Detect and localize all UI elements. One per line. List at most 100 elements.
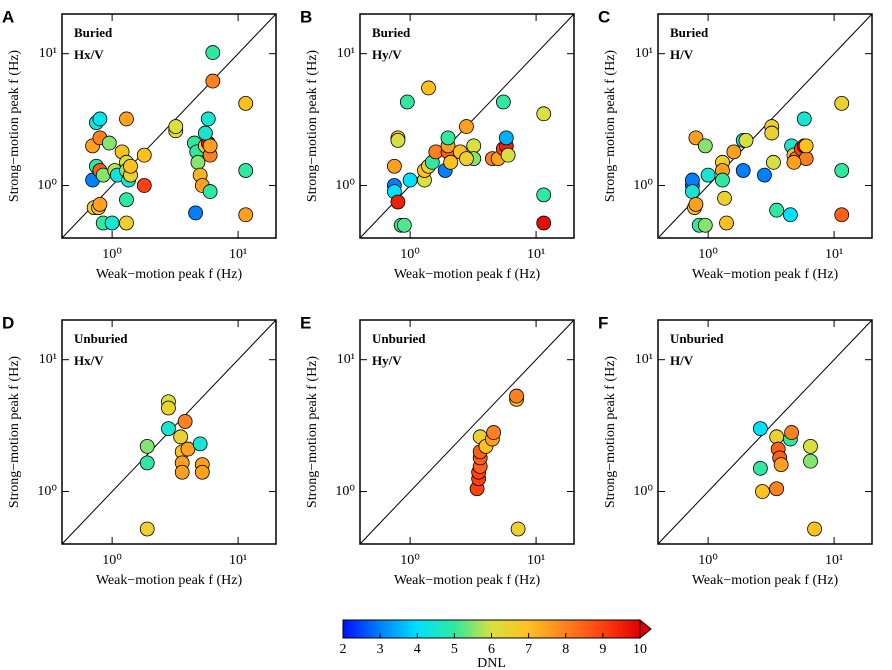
point [459,151,474,167]
point [390,194,406,210]
y-tick-label: 10⁰ [335,178,355,193]
point [834,163,850,178]
point [509,388,524,404]
y-axis-label: Strong−motion peak f (Hz) [603,50,618,202]
y-tick-label: 10⁰ [633,178,653,193]
y-tick-label: 10⁰ [37,178,57,193]
point [194,464,210,480]
point [192,436,208,452]
plot-frame [61,13,277,239]
point [139,455,155,471]
point [123,158,138,174]
point [101,135,117,151]
plot-frame [359,319,575,545]
point [119,111,134,127]
y-axis-label: Strong−motion peak f (Hz) [7,50,22,202]
colorbar-tick-label: 8 [562,642,569,657]
point [495,94,511,110]
plot-frame [657,13,873,239]
panel-letter: F [598,313,608,332]
x-tick-label: 10⁰ [400,247,420,262]
point [161,421,176,437]
point [174,464,190,480]
point [119,215,134,231]
plot-frame [359,13,575,239]
y-tick-label: 10¹ [39,46,57,61]
point [536,215,552,231]
point [486,425,502,440]
point [834,95,850,111]
panel-note: H/V [670,353,694,368]
point [783,207,798,223]
point [190,154,206,170]
point [773,457,789,473]
panel-letter: C [598,7,610,26]
colorbar-tick-label: 10 [633,642,647,657]
point [168,119,184,134]
point [92,111,108,127]
point [443,154,459,170]
y-axis-label: Strong−motion peak f (Hz) [7,356,22,508]
point [715,172,730,188]
y-axis-label: Strong−motion peak f (Hz) [603,356,618,508]
point [205,73,221,89]
point [726,144,742,160]
point [238,163,254,178]
x-tick-label: 10¹ [527,247,545,262]
point [440,130,456,146]
x-tick-label: 10⁰ [102,553,122,568]
y-axis-label: Strong−motion peak f (Hz) [305,356,320,508]
point [104,215,120,231]
panel-note: Unburied [372,331,426,346]
x-axis-label: Weak−motion peak f (Hz) [692,267,839,282]
panel-note: Buried [74,25,113,40]
x-tick-label: 10⁰ [698,553,718,568]
point [173,429,189,445]
point [188,205,204,221]
colorbar-tick-label: 4 [414,642,421,657]
point [798,151,814,167]
panel-note: Unburied [74,331,128,346]
x-axis-label: Weak−motion peak f (Hz) [394,573,541,588]
y-tick-label: 10⁰ [335,484,355,499]
panel-letter: A [2,7,14,26]
point [498,130,514,146]
x-tick-label: 10⁰ [102,247,122,262]
panel-letter: B [300,7,312,26]
colorbar-arrow [639,618,652,640]
point [798,138,814,154]
x-tick-label: 10¹ [825,247,843,262]
panel-note: Buried [670,25,709,40]
point [238,207,254,223]
point [202,184,218,199]
x-tick-label: 10¹ [229,553,247,568]
y-axis-label: Strong−motion peak f (Hz) [305,50,320,202]
point [752,421,768,437]
point [700,167,716,183]
colorbar-tick-label: 5 [451,642,458,657]
point [803,453,818,469]
plot-frame [657,319,873,545]
x-axis-label: Weak−motion peak f (Hz) [692,573,839,588]
point [136,178,152,193]
point [697,217,713,233]
point [200,111,216,127]
point [688,130,704,146]
point [796,111,812,127]
point [139,521,155,537]
point [717,190,732,206]
point [764,125,780,141]
point [238,95,254,111]
point [510,521,526,537]
point [786,154,802,170]
panel-note: H/V [670,47,694,62]
panel-note: Hx/V [74,353,104,368]
point [92,196,108,212]
colorbar-tick-label: 9 [599,642,606,657]
panel-note: Hx/V [74,47,104,62]
y-tick-label: 10¹ [635,46,653,61]
point [766,154,781,170]
x-axis-label: Weak−motion peak f (Hz) [394,267,541,282]
x-tick-label: 10¹ [527,553,545,568]
x-axis-label: Weak−motion peak f (Hz) [96,267,243,282]
